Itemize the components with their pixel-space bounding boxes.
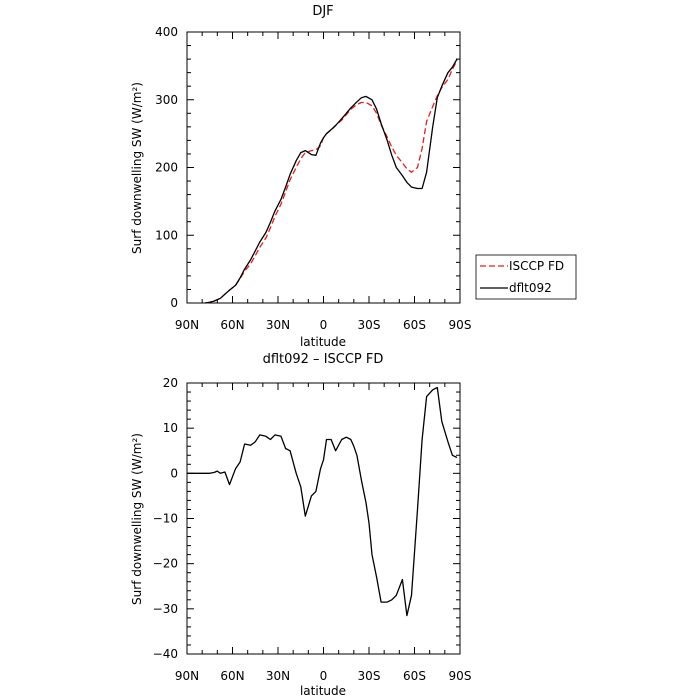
top-ytick-label: 200 bbox=[155, 161, 178, 175]
top-xtick-label: 60S bbox=[403, 318, 426, 332]
top-ytick-label: 100 bbox=[155, 228, 178, 242]
bottom-ytick-label: −30 bbox=[153, 602, 178, 616]
bottom-xtick-label: 60N bbox=[220, 669, 244, 683]
bottom-series-line-diff-0 bbox=[187, 386, 458, 617]
bottom-ytick-label: 0 bbox=[170, 466, 178, 480]
top-chart-title: DJF bbox=[312, 4, 333, 19]
top-plot-frame bbox=[186, 31, 461, 304]
top-xtick-label: 0 bbox=[320, 318, 328, 332]
legend-label-dflt: dflt092 bbox=[509, 281, 552, 295]
bottom-ytick-label: −40 bbox=[153, 647, 178, 661]
top-yaxis-label: Surf downwelling SW (W/m²) bbox=[130, 82, 144, 254]
bottom-xtick-label: 30N bbox=[266, 669, 290, 683]
bottom-ytick-label: −20 bbox=[153, 557, 178, 571]
bottom-xtick-label: 0 bbox=[320, 669, 328, 683]
bottom-ytick-label: 20 bbox=[163, 376, 178, 390]
bottom-panel: dflt092 – ISCCP FD 90N 60N 30N 0 30S 60S 90S −4… bbox=[130, 352, 471, 698]
top-xtick-label: 90S bbox=[449, 318, 472, 332]
top-xtick-label: 90N bbox=[175, 318, 199, 332]
bottom-chart-title: dflt092 – ISCCP FD bbox=[263, 352, 384, 367]
bottom-plot-frame bbox=[186, 382, 461, 655]
top-ytick-label: 400 bbox=[155, 25, 178, 39]
legend-label-isccp: ISCCP FD bbox=[509, 259, 564, 273]
bottom-yaxis-label: Surf downwelling SW (W/m²) bbox=[130, 433, 144, 605]
top-xtick-label: 30S bbox=[358, 318, 381, 332]
top-ytick-label: 300 bbox=[155, 93, 178, 107]
bottom-series-group bbox=[187, 386, 458, 617]
top-xaxis-label: latitude bbox=[300, 335, 346, 349]
bottom-xtick-label: 30S bbox=[358, 669, 381, 683]
bottom-ytick-label: 10 bbox=[163, 421, 178, 435]
top-series-group bbox=[205, 58, 458, 304]
bottom-ytick-label: −10 bbox=[153, 512, 178, 526]
bottom-xaxis-label: latitude bbox=[300, 684, 346, 698]
top-ticks: 90N 60N 30N 0 30S 60S 90S 0 100 200 300 400 bbox=[155, 25, 471, 332]
bottom-xtick-label: 60S bbox=[403, 669, 426, 683]
legend: ISCCP FD dflt092 bbox=[475, 254, 577, 300]
bottom-ticks: 90N 60N 30N 0 30S 60S 90S −40 −30 −20 −10 0 10 20 bbox=[153, 376, 472, 683]
top-xtick-label: 60N bbox=[220, 318, 244, 332]
legend-box bbox=[475, 254, 577, 300]
top-series-line-dflt092 bbox=[205, 58, 458, 304]
bottom-xtick-label: 90S bbox=[449, 669, 472, 683]
bottom-xtick-label: 90N bbox=[175, 669, 199, 683]
top-xtick-label: 30N bbox=[266, 318, 290, 332]
top-series-line-isccp-fd bbox=[205, 60, 458, 304]
top-ytick-label: 0 bbox=[170, 296, 178, 310]
top-panel: DJF 90N 60N 30N 0 30S 60S 90S 0 100 200 300 400 lat… bbox=[130, 4, 471, 349]
